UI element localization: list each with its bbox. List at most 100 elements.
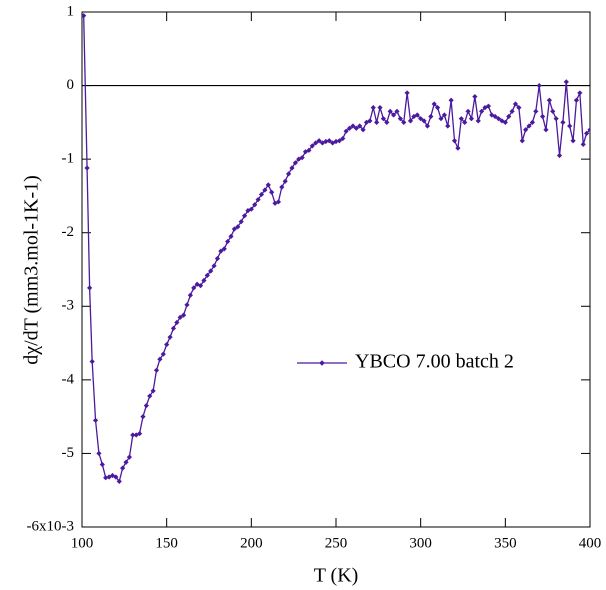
data-point: [255, 197, 261, 203]
data-point: [218, 248, 224, 254]
data-point: [191, 285, 197, 291]
data-point: [384, 119, 390, 125]
y-tick-label: -2: [62, 224, 75, 240]
data-point: [120, 465, 126, 471]
data-point: [587, 127, 590, 133]
data-point: [451, 138, 458, 144]
data-point: [87, 285, 93, 291]
data-point: [214, 255, 221, 262]
data-point: [387, 108, 393, 114]
data-point: [306, 147, 312, 153]
data-point: [289, 165, 295, 171]
data-point: [126, 454, 133, 460]
data-point: [404, 90, 410, 96]
data-point: [208, 268, 214, 274]
data-point: [543, 127, 549, 133]
data-point: [136, 430, 143, 437]
x-tick-label: 200: [240, 535, 263, 551]
data-point: [526, 123, 532, 129]
data-point: [285, 171, 292, 177]
data-point: [323, 138, 329, 145]
data-point: [533, 108, 539, 114]
data-point: [326, 138, 332, 144]
data-point: [414, 112, 420, 118]
data-point: [316, 138, 322, 144]
data-point: [258, 191, 265, 198]
data-point: [279, 184, 285, 190]
data-point: [262, 187, 268, 193]
data-point: [472, 94, 478, 100]
data-point: [441, 112, 447, 118]
data-point: [231, 226, 237, 232]
data-point: [170, 325, 177, 331]
data-point: [438, 116, 444, 122]
data-point: [201, 277, 207, 284]
data-point: [563, 79, 569, 85]
data-point: [546, 97, 552, 103]
x-tick-label: 100: [71, 535, 94, 551]
data-point: [482, 105, 488, 111]
data-point: [370, 105, 376, 111]
data-point: [516, 105, 522, 111]
data-point: [360, 127, 366, 133]
data-point: [292, 160, 298, 166]
data-point: [84, 165, 90, 171]
data-point: [187, 292, 193, 298]
data-point: [492, 113, 498, 120]
data-point: [539, 113, 546, 120]
data-point: [424, 123, 431, 129]
data-point: [313, 140, 319, 146]
y-tick-label: -1: [62, 151, 75, 167]
data-point: [485, 103, 491, 109]
data-point: [448, 97, 454, 103]
data-point: [499, 118, 505, 124]
data-point: [431, 101, 437, 107]
data-point: [495, 116, 502, 122]
data-point: [407, 118, 414, 124]
data-point: [269, 189, 275, 195]
data-point: [157, 356, 163, 362]
data-point: [536, 82, 542, 89]
data-point: [445, 123, 451, 129]
data-point: [411, 113, 417, 120]
data-point: [529, 119, 536, 125]
data-point: [573, 97, 580, 103]
data-point: [401, 119, 407, 125]
data-point: [468, 116, 475, 122]
data-point: [367, 118, 373, 124]
legend-marker: [319, 360, 325, 366]
data-point: [319, 140, 326, 146]
data-point: [265, 182, 271, 188]
data-point: [309, 143, 315, 149]
data-point: [153, 367, 160, 373]
y-tick-label: -3: [62, 298, 75, 314]
data-point: [346, 125, 353, 131]
data-point: [333, 138, 339, 145]
plot-area: [82, 13, 590, 484]
y-tick-label: -6x10-3: [27, 518, 75, 534]
data-point: [570, 138, 576, 144]
data-point: [553, 116, 559, 122]
data-point: [435, 105, 441, 111]
data-point: [204, 272, 210, 278]
data-point: [519, 138, 525, 144]
data-point: [299, 155, 305, 161]
data-point: [184, 302, 190, 308]
data-point: [241, 213, 248, 219]
data-point: [455, 145, 461, 151]
data-point: [512, 101, 519, 107]
data-point: [343, 128, 349, 134]
data-point: [252, 202, 258, 208]
x-tick-label: 150: [155, 535, 178, 551]
x-axis-title: T (K): [314, 565, 359, 587]
data-point: [103, 475, 109, 481]
data-point: [567, 123, 573, 129]
data-point: [92, 417, 99, 423]
data-point: [336, 138, 342, 144]
data-point: [82, 13, 87, 19]
data-point: [580, 141, 586, 148]
data-point: [421, 118, 427, 124]
data-point: [272, 200, 278, 206]
data-point: [99, 461, 105, 468]
data-point: [140, 414, 146, 420]
